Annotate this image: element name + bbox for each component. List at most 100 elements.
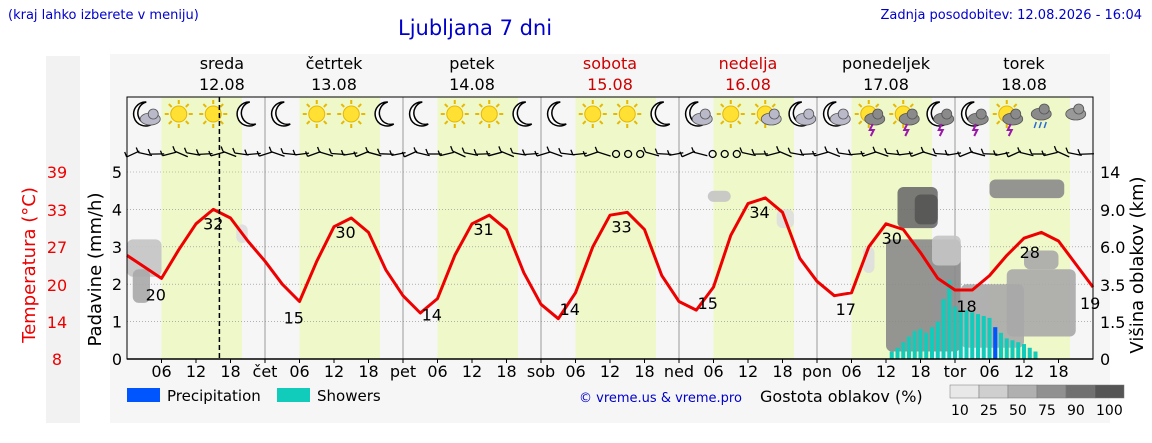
moon-cloud-icon xyxy=(822,101,851,127)
temp-tick-label: 33 xyxy=(47,201,67,220)
wind-barb-feather xyxy=(546,146,550,152)
cloud-density-swatch xyxy=(1065,384,1096,399)
sun-icon xyxy=(440,100,469,128)
sun-ray xyxy=(202,103,207,108)
sun-ray xyxy=(340,103,345,108)
rain-drop xyxy=(1043,121,1047,129)
sun-ray xyxy=(582,103,587,108)
cloud-density-level: 90 xyxy=(1067,403,1085,419)
sun-disc xyxy=(722,105,740,123)
cloud-height-tick-label: 9.0 xyxy=(1100,201,1125,220)
wind-barb xyxy=(210,151,225,157)
legend-swatch xyxy=(127,388,160,402)
wind-barb xyxy=(367,151,382,157)
x-tick-label: 12 xyxy=(1014,362,1034,381)
shower-bar xyxy=(889,351,894,359)
moon-icon xyxy=(546,101,567,127)
shower-bar xyxy=(935,321,940,359)
sun-disc xyxy=(308,105,326,123)
x-tick-label: 12 xyxy=(186,362,206,381)
moon-crescent xyxy=(512,101,533,127)
wind-barb-feather xyxy=(389,150,393,156)
cloud-density-region xyxy=(127,239,162,277)
wind-barb-feather xyxy=(292,149,296,156)
wind-barb-feather xyxy=(847,149,852,155)
day-date: 14.08 xyxy=(449,75,495,94)
wind-barb-feather xyxy=(208,150,212,157)
rain-drop xyxy=(1038,121,1042,129)
sun-ray xyxy=(599,103,604,108)
x-tick-label: 18 xyxy=(1048,362,1068,381)
day-name: sreda xyxy=(200,54,244,73)
moon-icon xyxy=(512,101,533,127)
temperature-label: 33 xyxy=(611,217,631,236)
cloud-puff xyxy=(147,108,159,120)
sun-ray xyxy=(771,103,776,108)
sun-ray xyxy=(168,120,173,125)
wind-barb-feather xyxy=(654,148,658,154)
temp-tick-label: 14 xyxy=(47,313,67,332)
wind-barb-feather xyxy=(957,151,961,157)
lightning-bolt xyxy=(937,123,945,137)
cloud-density-swatch xyxy=(978,384,1009,399)
wind-barb-feather xyxy=(1065,147,1069,153)
wind-barb xyxy=(162,151,177,157)
wind-barb-feather xyxy=(328,148,332,154)
sun-ray xyxy=(168,103,173,108)
sun-ray xyxy=(996,120,1001,125)
lightning-bolt xyxy=(971,123,979,137)
wind-barb-feather xyxy=(401,151,405,158)
wind-barb xyxy=(645,151,660,157)
credit-link[interactable]: © vreme.us & vreme.pro xyxy=(579,391,742,406)
wind-barb xyxy=(319,151,334,157)
wind-barb-feather xyxy=(872,146,876,152)
temperature-label: 31 xyxy=(473,220,493,239)
sun-disc xyxy=(204,105,222,123)
sun-ray xyxy=(495,103,500,108)
region-hint[interactable]: (kraj lahko izberete v meniju) xyxy=(8,8,199,23)
wind-barb xyxy=(138,151,153,157)
x-tick-label: čet xyxy=(253,362,278,381)
temp-axis-label: Temperatura (°C) xyxy=(19,187,40,344)
wind-barb-feather xyxy=(763,150,767,156)
rain-drop xyxy=(1033,121,1037,129)
sun-ray xyxy=(858,120,863,125)
sun-disc xyxy=(342,105,360,123)
wind-barb-feather xyxy=(1077,149,1081,155)
shower-bar xyxy=(964,310,969,359)
cloud-puff xyxy=(941,108,953,120)
x-tick-label: 18 xyxy=(634,362,654,381)
sun-ray xyxy=(633,103,638,108)
sun-icon xyxy=(475,100,504,128)
temperature-label: 30 xyxy=(335,223,355,242)
temperature-line xyxy=(126,196,1095,321)
moon-crescent xyxy=(650,101,671,127)
cloud-height-tick-label: 1.5 xyxy=(1100,313,1125,332)
wind-barb xyxy=(259,151,273,157)
wind-barb-feather xyxy=(1041,150,1045,156)
cloud-density-swatch xyxy=(1094,384,1125,399)
cloud-puff xyxy=(975,108,987,120)
sun-ray xyxy=(219,120,224,125)
wind-barb xyxy=(536,151,551,157)
wind-barb-feather xyxy=(534,150,538,157)
sun-ray xyxy=(357,103,362,108)
wind-barb-feather xyxy=(992,150,997,156)
wind-barb-feather xyxy=(461,147,465,153)
temperature-label: 20 xyxy=(146,285,166,304)
wind-barb xyxy=(597,151,611,157)
wind-barb xyxy=(271,151,285,157)
sun-disc xyxy=(446,105,464,123)
daytime-band xyxy=(161,97,242,359)
lightning-bolt xyxy=(868,123,876,137)
wind-barb-feather xyxy=(642,146,647,153)
moon-icon xyxy=(650,101,671,127)
wind-barb xyxy=(826,150,841,158)
sun-ray xyxy=(306,120,311,125)
sun-ray xyxy=(720,120,725,125)
x-tick-label: pon xyxy=(802,362,832,381)
wind-barb-feather xyxy=(365,146,369,153)
wind-barb-feather xyxy=(1053,145,1058,152)
x-tick-label: 18 xyxy=(220,362,240,381)
